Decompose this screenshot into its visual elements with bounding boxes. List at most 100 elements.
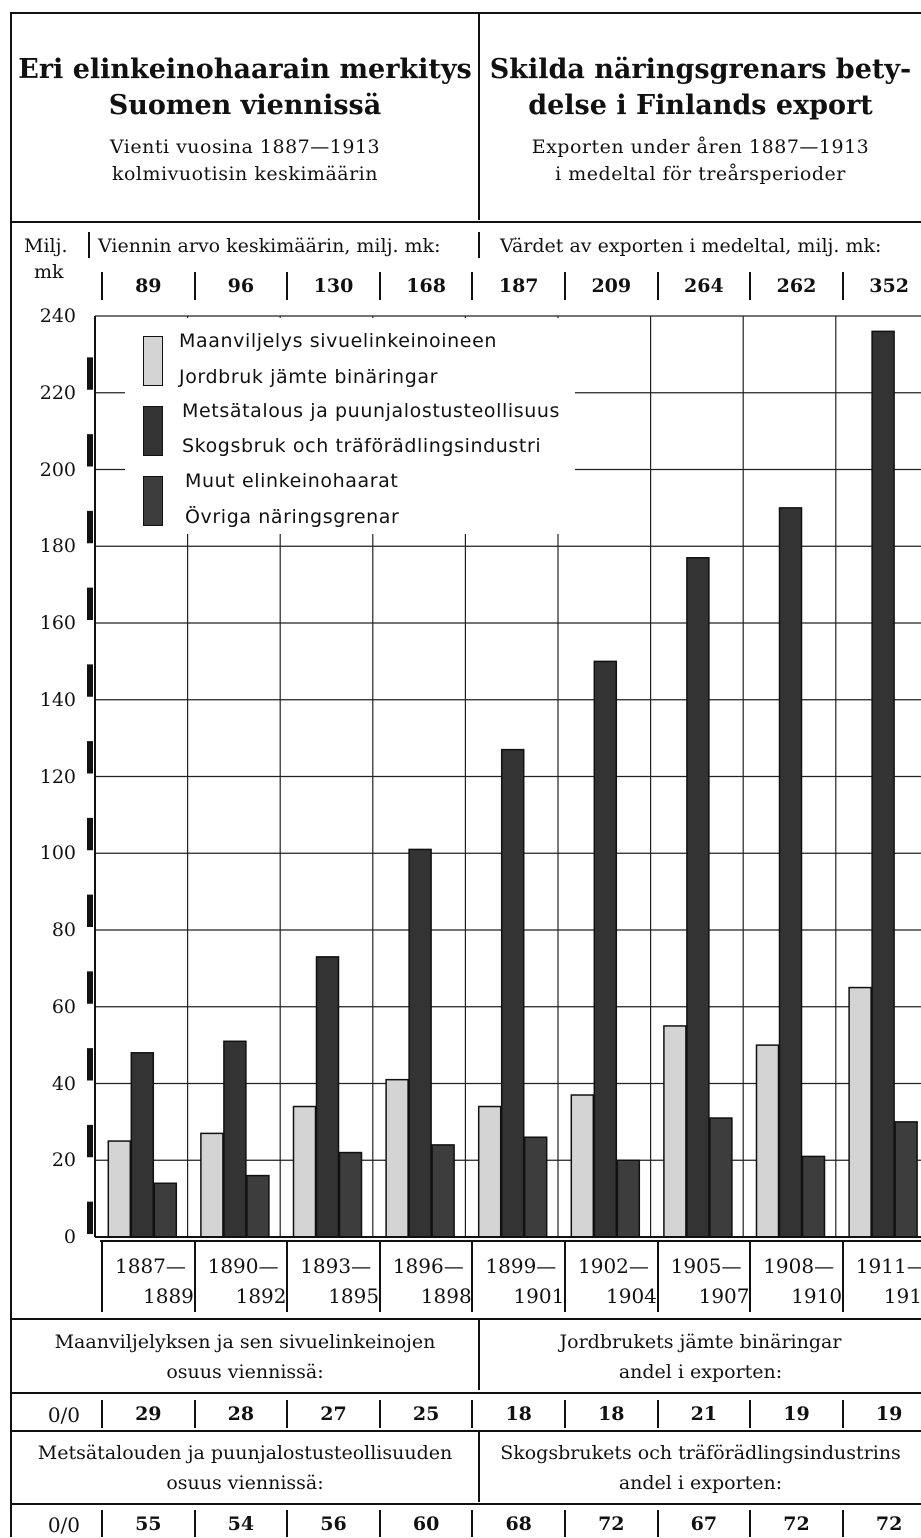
agri-share-value: 21	[690, 1403, 718, 1425]
total-export-value: 209	[591, 275, 632, 297]
category-separator	[286, 1242, 289, 1312]
frame-left-line	[10, 12, 12, 1537]
category-label-start: 1899—	[485, 1254, 557, 1278]
y-axis-scale-band	[87, 894, 93, 927]
category-label-end: 1889	[143, 1284, 194, 1308]
category-label-start: 1887—	[115, 1254, 186, 1278]
total-export-separator	[656, 272, 659, 300]
bar-series2-6	[686, 557, 710, 1238]
forest-share-swedish-line-2: andel i exporten:	[618, 1472, 783, 1494]
bar-series1-6	[663, 1025, 687, 1238]
category-separator	[564, 1242, 566, 1312]
total-export-separator	[841, 272, 844, 300]
legend-label-agriculture-fi: Maanviljelys sivuelinkeinoineen	[179, 330, 498, 352]
category-label-start: 1890—	[207, 1254, 279, 1278]
bar-series3-3	[431, 1144, 455, 1238]
category-separator	[101, 1242, 103, 1312]
y-tick-label-240: 240	[39, 305, 76, 327]
bar-series2-3	[408, 848, 432, 1238]
category-separator	[656, 1242, 659, 1312]
y-tick-label-220: 220	[39, 381, 76, 404]
agri-share-separator	[378, 1400, 381, 1428]
bar-series3-7	[801, 1155, 826, 1238]
total-export-value: 168	[406, 275, 446, 297]
forest-share-value: 67	[690, 1513, 718, 1535]
y-axis-scale-band	[87, 434, 93, 467]
y-tick-label-80: 80	[51, 919, 76, 941]
category-label-start: 1905—	[670, 1254, 742, 1278]
legend-label-forestry-sv: Skogsbruk och träförädlingsindustri	[182, 435, 542, 457]
agri-share-value: 18	[598, 1403, 625, 1425]
total-export-separator	[471, 272, 474, 300]
category-label-end: 1892	[235, 1284, 287, 1308]
y-tick-label-60: 60	[51, 995, 76, 1018]
forest-share-separator	[101, 1510, 103, 1537]
bar-series2-0	[130, 1052, 155, 1238]
forest-values-top-line	[10, 1503, 921, 1505]
forest-share-separator	[749, 1510, 752, 1537]
y-axis-scale-band	[87, 357, 93, 390]
forest-share-value: 72	[875, 1513, 903, 1535]
total-export-value: 262	[776, 275, 817, 297]
category-separator	[193, 1242, 196, 1312]
forest-share-finnish-label: Metsätalouden ja puunjalostusteollisuude…	[12, 1438, 478, 1498]
y-axis-scale-band	[87, 1048, 93, 1081]
bar-series1-1	[200, 1132, 224, 1238]
bar-series2-8	[871, 330, 895, 1238]
bar-series3-6	[709, 1117, 733, 1238]
forest-share-separator	[841, 1510, 844, 1537]
legend-label-other-sv: Övriga näringsgrenar	[185, 506, 400, 528]
bar-series1-4	[477, 1105, 502, 1238]
bar-series1-0	[107, 1140, 132, 1238]
category-label-end: 1901	[513, 1284, 565, 1308]
agri-table-divider	[478, 1320, 480, 1390]
total-export-separator	[193, 272, 196, 300]
header-divider	[478, 12, 480, 220]
total-export-value: 187	[498, 275, 539, 297]
y-tick-label-200: 200	[39, 458, 76, 481]
agri-share-swedish-line-1: Jordbrukets jämte binäringar	[559, 1331, 842, 1353]
swedish-title-line-1: Skilda näringsgrenars bety-	[489, 54, 912, 85]
agri-share-separator	[564, 1400, 566, 1428]
agri-share-separator	[286, 1400, 289, 1428]
category-separator	[749, 1242, 752, 1312]
agri-share-separator	[101, 1400, 103, 1428]
category-label-end: 1898	[420, 1284, 472, 1308]
bar-series2-7	[778, 507, 803, 1238]
forest-share-swedish-line-1: Skogsbrukets och träförädlingsindustrins	[500, 1442, 901, 1464]
y-tick-label-40: 40	[51, 1072, 76, 1095]
swedish-header: Skilda näringsgrenars bety- delse i Finl…	[480, 52, 921, 188]
bar-series1-3	[385, 1078, 409, 1238]
y-tick-label-20: 20	[51, 1149, 76, 1172]
total-export-separator	[286, 272, 289, 300]
bar-series2-2	[315, 956, 340, 1238]
category-label-end: 1904	[606, 1284, 657, 1308]
agri-share-separator	[193, 1400, 196, 1428]
unit-label-line-1: Milj.	[24, 235, 68, 257]
forest-share-separator	[656, 1510, 659, 1537]
unit-label-line-2: mk	[34, 261, 64, 283]
agri-share-swedish-line-2: andel i exporten:	[618, 1361, 783, 1383]
bar-series2-4	[500, 748, 525, 1238]
y-axis-scale-band	[87, 510, 93, 544]
legend-swatch-forestry	[143, 406, 163, 456]
agri-table-top-line	[10, 1318, 921, 1320]
y-tick-label-0: 0	[63, 1226, 76, 1248]
category-separator	[841, 1242, 844, 1312]
legend-swatch-other	[143, 476, 163, 526]
y-tick-label-120: 120	[39, 765, 76, 788]
category-label-start: 1896—	[392, 1254, 464, 1278]
category-label-end: 1910	[791, 1284, 843, 1308]
forest-share-value: 54	[227, 1513, 255, 1535]
finnish-subtitle-line-2: kolmivuotisin keskimäärin	[111, 163, 378, 185]
y-tick-label-140: 140	[39, 688, 76, 711]
y-tick-label-160: 160	[39, 612, 76, 634]
finnish-value-header: Viennin arvo keskimäärin, milj. mk:	[98, 235, 441, 257]
forest-share-value: 72	[598, 1513, 625, 1535]
category-label-start: 1893—	[300, 1254, 372, 1278]
swedish-title-line-2: delse i Finlands export	[528, 90, 873, 121]
value-header-top-line	[10, 221, 921, 223]
bar-series3-0	[153, 1182, 178, 1238]
bar-series3-5	[616, 1159, 641, 1238]
forest-table-top-line	[10, 1430, 921, 1432]
